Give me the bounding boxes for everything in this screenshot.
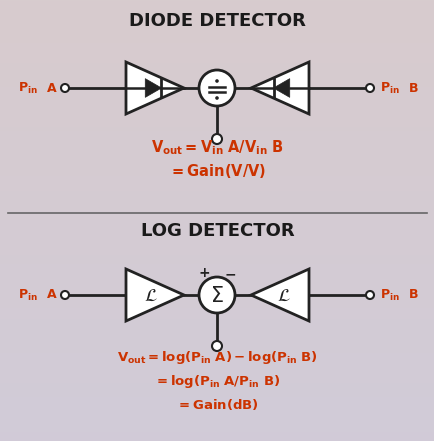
Text: LOG DETECTOR: LOG DETECTOR — [140, 222, 294, 240]
Text: $\mathbf{B}$: $\mathbf{B}$ — [407, 288, 418, 302]
Circle shape — [198, 277, 234, 313]
Polygon shape — [126, 62, 184, 114]
Circle shape — [215, 79, 218, 83]
Text: $\mathbf{= Gain(dB)}$: $\mathbf{= Gain(dB)}$ — [176, 396, 258, 411]
Text: $\mathbf{A}$: $\mathbf{A}$ — [46, 82, 57, 94]
Polygon shape — [250, 62, 308, 114]
Circle shape — [211, 341, 221, 351]
Text: $\mathcal{L}$: $\mathcal{L}$ — [144, 287, 158, 305]
Text: $\mathbf{P_{in}}$: $\mathbf{P_{in}}$ — [18, 288, 38, 303]
Polygon shape — [273, 78, 289, 97]
Circle shape — [61, 84, 69, 92]
Text: DIODE DETECTOR: DIODE DETECTOR — [129, 12, 305, 30]
Circle shape — [61, 291, 69, 299]
Polygon shape — [126, 269, 184, 321]
Circle shape — [365, 291, 373, 299]
Text: $\mathbf{P_{in}}$: $\mathbf{P_{in}}$ — [379, 288, 399, 303]
Circle shape — [211, 134, 221, 144]
Text: $\mathbf{-}$: $\mathbf{-}$ — [224, 266, 236, 280]
Text: $\mathbf{= Gain(V/V)}$: $\mathbf{= Gain(V/V)}$ — [168, 162, 266, 180]
Text: $\mathbf{= log(P_{in}\ A/P_{in}\ B)}$: $\mathbf{= log(P_{in}\ A/P_{in}\ B)}$ — [154, 373, 280, 389]
Text: $\mathbf{V_{out} = V_{in}\ A/V_{in}\ B}$: $\mathbf{V_{out} = V_{in}\ A/V_{in}\ B}$ — [151, 138, 283, 157]
Text: $\Sigma$: $\Sigma$ — [210, 286, 224, 306]
Text: $\mathbf{B}$: $\mathbf{B}$ — [407, 82, 418, 94]
Text: $\mathcal{L}$: $\mathcal{L}$ — [276, 287, 290, 305]
Text: $\mathbf{P_{in}}$: $\mathbf{P_{in}}$ — [379, 80, 399, 96]
Circle shape — [198, 70, 234, 106]
Text: $\mathbf{+}$: $\mathbf{+}$ — [197, 266, 210, 280]
Polygon shape — [250, 269, 308, 321]
Text: $\mathbf{V_{out} = log(P_{in}\ A) - log(P_{in}\ B)}$: $\mathbf{V_{out} = log(P_{in}\ A) - log(… — [117, 350, 317, 366]
Text: $\mathbf{A}$: $\mathbf{A}$ — [46, 288, 57, 302]
Text: $\mathbf{P_{in}}$: $\mathbf{P_{in}}$ — [18, 80, 38, 96]
Circle shape — [365, 84, 373, 92]
Circle shape — [215, 96, 218, 100]
Polygon shape — [145, 78, 161, 97]
